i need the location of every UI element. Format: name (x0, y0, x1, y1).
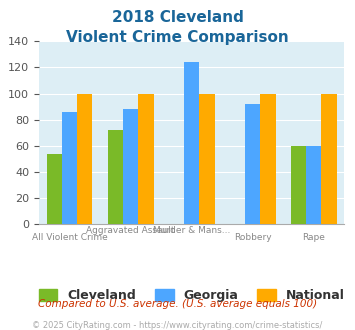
Bar (306, 146, 322, 224)
Legend: Cleveland, Georgia, National: Cleveland, Georgia, National (39, 289, 345, 302)
Bar (138, 94, 153, 224)
Text: All Violent Crime: All Violent Crime (32, 233, 108, 242)
Text: Murder & Mans...: Murder & Mans... (153, 226, 230, 235)
Text: Robbery: Robbery (234, 233, 272, 242)
Bar (261, 94, 275, 224)
Bar (184, 62, 200, 224)
Bar (322, 94, 337, 224)
Text: Compared to U.S. average. (U.S. average equals 100): Compared to U.S. average. (U.S. average … (38, 299, 317, 309)
Bar (291, 146, 306, 224)
Text: 2018 Cleveland: 2018 Cleveland (111, 10, 244, 25)
Text: Aggravated Assault: Aggravated Assault (86, 226, 175, 235)
Bar (123, 109, 138, 224)
Bar (245, 104, 261, 224)
Text: Violent Crime Comparison: Violent Crime Comparison (66, 30, 289, 45)
Bar (77, 94, 92, 224)
Bar (47, 154, 62, 224)
Text: Rape: Rape (302, 233, 325, 242)
Text: © 2025 CityRating.com - https://www.cityrating.com/crime-statistics/: © 2025 CityRating.com - https://www.city… (32, 321, 323, 330)
Bar (108, 130, 123, 224)
Bar (62, 112, 77, 224)
Bar (200, 94, 214, 224)
